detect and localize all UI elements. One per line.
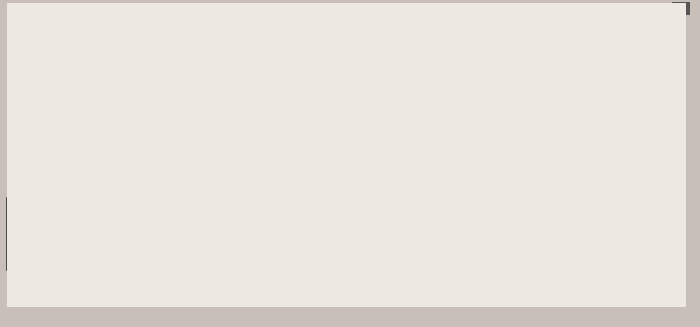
Text: (1): (1) [504,85,522,98]
Text: Q1. What is the stoichiometry (reaction ratio) between iodate (IO₃⁻) and thiosul: Q1. What is the stoichiometry (reaction … [14,203,593,216]
Text: I₂ + 2 S₂O₃²⁻ → 2 I⁻ + S₄O₆²⁻: I₂ + 2 S₂O₃²⁻ → 2 I⁻ + S₄O₆²⁻ [140,146,317,159]
Bar [672,2,690,15]
Bar [7,198,676,270]
Text: Part 1 - Standardisation of the sodium thiosulfate solution: Part 1 - Standardisation of the sodium t… [18,29,457,43]
Text: IO₃⁻ + 5 I⁻ + 6 H⁺ → 3 I₂ + 3 H₂O: IO₃⁻ + 5 I⁻ + 6 H⁺ → 3 I₂ + 3 H₂O [182,85,388,98]
Text: ν: ν [430,240,436,250]
Text: Using only the mean of best two runs* i.e. Mean Value X & Y (only those within 1: Using only the mean of best two runs* i.… [7,281,597,291]
Text: Equations: Equations [18,51,76,64]
Text: ✓: ✓ [438,245,446,255]
Text: (2): (2) [504,146,522,159]
